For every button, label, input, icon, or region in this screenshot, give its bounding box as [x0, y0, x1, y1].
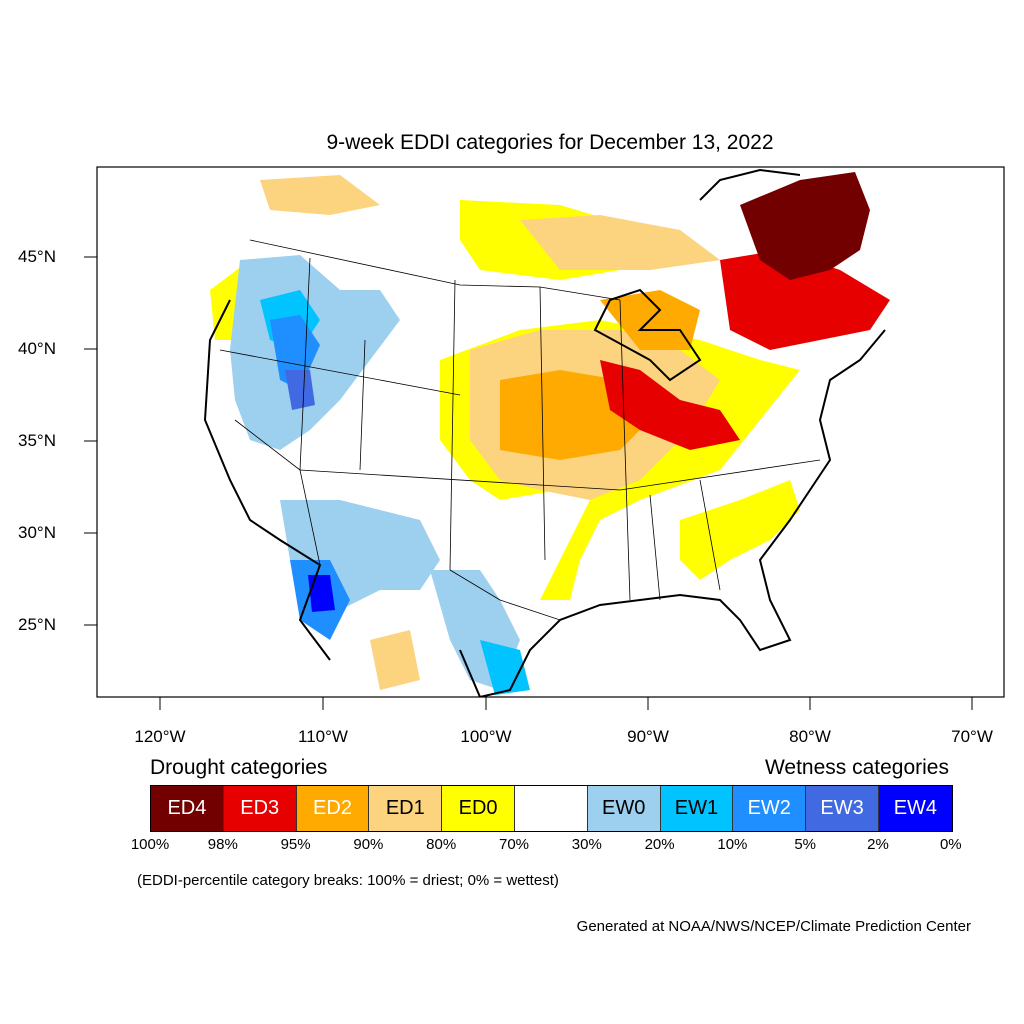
legend-break-label: 2% [867, 836, 889, 853]
drought-categories-title: Drought categories [150, 756, 328, 779]
legend-break-label: 70% [498, 836, 530, 853]
ed3-northeast [720, 250, 890, 350]
legend-swatch-ew2: EW2 [733, 786, 807, 831]
map-fill-layer [203, 168, 890, 697]
lat-label-40: 40°N [18, 339, 56, 358]
ew1-texas-coast [480, 640, 530, 695]
boundaries [219, 239, 821, 621]
lon-label-120: 120°W [134, 727, 186, 746]
category-legend: ED4 ED3 ED2 ED1 ED0 EW0 EW1 EW2 EW3 EW4 [150, 785, 953, 832]
legend-break-label: 10% [717, 836, 748, 853]
ed1-orange-mexico [370, 630, 420, 690]
ew3-great-basin [285, 370, 315, 410]
legend-swatch-ed3: ED3 [223, 786, 297, 831]
legend-swatch-ew4: EW4 [878, 786, 952, 831]
lat-label-35: 35°N [18, 431, 56, 450]
legend-break-label: 5% [794, 836, 817, 853]
legend-swatch-ed0: ED0 [442, 786, 515, 831]
legend-break-label: 80% [426, 836, 457, 853]
legend-swatch-ed4: ED4 [151, 786, 224, 831]
ed3-midwest [600, 360, 740, 450]
map-title: 9-week EDDI categories for December 13, … [326, 131, 774, 154]
legend-swatch-neutral [514, 786, 588, 831]
ed4-quebec [740, 172, 870, 280]
legend-break-label: 98% [207, 836, 238, 853]
lon-label-80: 80°W [789, 727, 831, 746]
legend-break-label: 100% [130, 836, 170, 853]
lon-label-70: 70°W [951, 727, 993, 746]
category-note: (EDDI-percentile category breaks: 100% =… [137, 872, 559, 889]
legend-break-label: 0% [939, 836, 962, 853]
legend-break-label: 20% [644, 836, 675, 853]
legend-break-label: 95% [280, 836, 311, 853]
legend-swatch-ed1: ED1 [369, 786, 443, 831]
lat-label-25: 25°N [18, 615, 56, 634]
ed1-orange-north [520, 215, 720, 270]
ew4-mexico [308, 575, 335, 612]
ed1-orange-nw [260, 175, 380, 215]
wetness-categories-title: Wetness categories [764, 756, 949, 779]
legend-swatch-ew1: EW1 [660, 786, 734, 831]
axis-ticks [84, 256, 973, 710]
coastline [203, 168, 886, 697]
legend-swatch-ew0: EW0 [587, 786, 661, 831]
legend-swatch-ew3: EW3 [806, 786, 879, 831]
ed0-yellow-southeast [680, 480, 800, 580]
lon-label-110: 110°W [298, 727, 348, 746]
legend-break-label: 90% [353, 836, 384, 853]
lat-label-30: 30°N [18, 523, 56, 542]
credit-line: Generated at NOAA/NWS/NCEP/Climate Predi… [576, 918, 971, 935]
legend-swatch-ed2: ED2 [296, 786, 370, 831]
lon-label-90: 90°W [627, 727, 669, 746]
lon-label-100: 100°W [460, 727, 512, 746]
lat-label-45: 45°N [18, 247, 56, 266]
legend-break-label: 30% [571, 836, 602, 853]
map-frame [96, 166, 1005, 698]
